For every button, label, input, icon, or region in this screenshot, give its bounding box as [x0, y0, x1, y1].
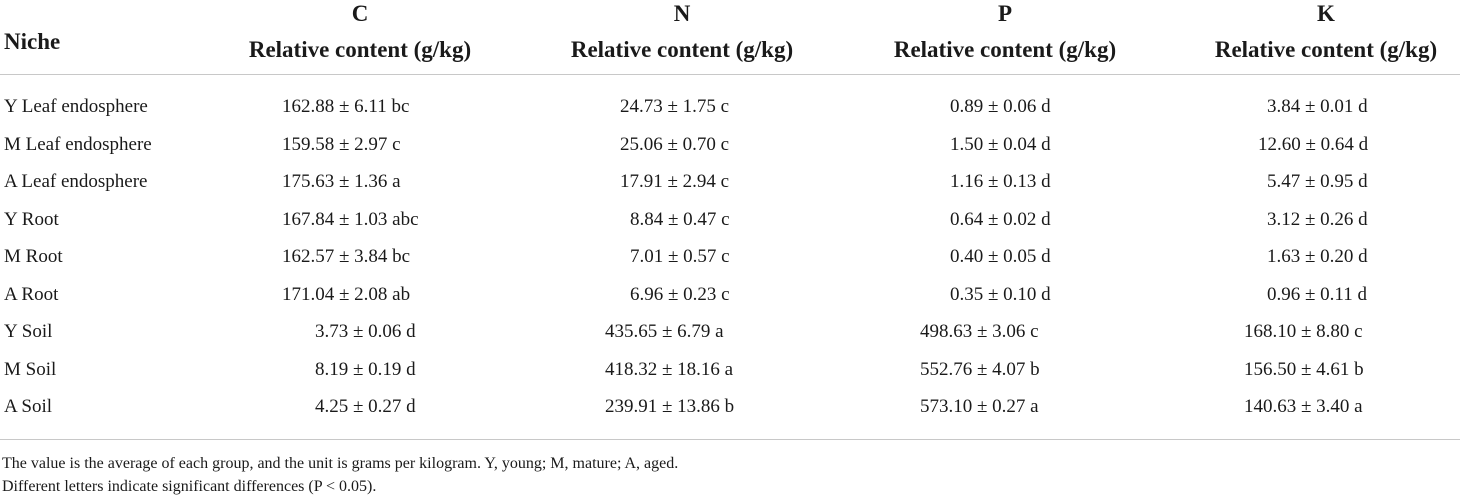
k-value-cell: 12.60 ± 0.64 d: [1258, 133, 1369, 155]
table-footnote: Different letters indicate significant d…: [2, 478, 377, 495]
c-value-cell: 162.88 ± 6.11 bc: [282, 96, 410, 117]
p-value-cell: 1.50 ± 0.04 d: [950, 133, 1051, 155]
n-header-letter: N: [673, 1, 691, 26]
niche-column-header: Niche: [4, 29, 61, 54]
k-value-cell: 156.50 ± 4.61 b: [1244, 358, 1364, 380]
niche-cell: M Root: [4, 246, 63, 267]
p-header-label: Relative content (g/kg): [893, 37, 1117, 62]
table-row: M Soil 8.19 ± 0.19 d 418.32 ± 18.16 a 55…: [0, 351, 1460, 389]
table-body: Y Leaf endosphere 162.88 ± 6.11 bc 24.73…: [0, 88, 1460, 426]
n-value-cell: 7.01 ± 0.57 c: [630, 246, 730, 267]
table-row: A Soil 4.25 ± 0.27 d 239.91 ± 13.86 b 57…: [0, 388, 1460, 426]
c-header-letter: C: [351, 1, 369, 26]
table-row: M Leaf endosphere 159.58 ± 2.97 c 25.06 …: [0, 126, 1460, 164]
niche-cell: M Soil: [4, 358, 57, 380]
niche-cell: A Leaf endosphere: [4, 171, 148, 192]
niche-cell: Y Root: [4, 208, 59, 230]
k-header-label: Relative content (g/kg): [1214, 37, 1438, 62]
p-column-header: P Relative content (g/kg): [873, 0, 1137, 68]
k-value-cell: 3.12 ± 0.26 d: [1267, 208, 1368, 230]
table-row: A Leaf endosphere 175.63 ± 1.36 a 17.91 …: [0, 163, 1460, 201]
table-row: Y Root 167.84 ± 1.03 abc 8.84 ± 0.47 c 0…: [0, 201, 1460, 239]
niche-cell: Y Leaf endosphere: [4, 96, 148, 117]
c-value-cell: 175.63 ± 1.36 a: [282, 171, 401, 192]
n-column-header: N Relative content (g/kg): [550, 0, 814, 68]
p-value-cell: 552.76 ± 4.07 b: [920, 358, 1040, 380]
p-value-cell: 1.16 ± 0.13 d: [950, 171, 1051, 192]
c-column-header: C Relative content (g/kg): [228, 0, 492, 68]
table-row: A Root 171.04 ± 2.08 ab 6.96 ± 0.23 c 0.…: [0, 276, 1460, 314]
table-row: M Root 162.57 ± 3.84 bc 7.01 ± 0.57 c 0.…: [0, 238, 1460, 276]
niche-cell: Y Soil: [4, 321, 53, 342]
table-header: Niche C Relative content (g/kg) N Relati…: [0, 0, 1460, 75]
n-value-cell: 6.96 ± 0.23 c: [630, 283, 730, 305]
c-value-cell: 171.04 ± 2.08 ab: [282, 283, 411, 305]
p-value-cell: 0.64 ± 0.02 d: [950, 208, 1051, 230]
p-value-cell: 498.63 ± 3.06 c: [920, 321, 1039, 342]
c-value-cell: 159.58 ± 2.97 c: [282, 133, 401, 155]
k-value-cell: 140.63 ± 3.40 a: [1244, 396, 1363, 417]
c-header-label: Relative content (g/kg): [248, 37, 472, 62]
k-value-cell: 0.96 ± 0.11 d: [1267, 283, 1367, 305]
n-value-cell: 17.91 ± 2.94 c: [620, 171, 730, 192]
c-value-cell: 8.19 ± 0.19 d: [315, 358, 416, 380]
p-value-cell: 0.35 ± 0.10 d: [950, 283, 1051, 305]
niche-cell: A Soil: [4, 396, 53, 417]
c-value-cell: 162.57 ± 3.84 bc: [282, 246, 411, 267]
c-value-cell: 3.73 ± 0.06 d: [315, 321, 416, 342]
n-value-cell: 239.91 ± 13.86 b: [605, 396, 735, 417]
p-value-cell: 0.89 ± 0.06 d: [950, 96, 1051, 117]
k-header-letter: K: [1317, 1, 1335, 26]
n-value-cell: 418.32 ± 18.16 a: [605, 358, 734, 380]
p-value-cell: 0.40 ± 0.05 d: [950, 246, 1051, 267]
c-value-cell: 167.84 ± 1.03 abc: [282, 208, 419, 230]
niche-cell: M Leaf endosphere: [4, 133, 152, 155]
c-value-cell: 4.25 ± 0.27 d: [315, 396, 416, 417]
n-header-label: Relative content (g/kg): [570, 37, 794, 62]
table-bottom-rule: [0, 439, 1460, 440]
k-column-header: K Relative content (g/kg): [1194, 0, 1458, 68]
k-value-cell: 1.63 ± 0.20 d: [1267, 246, 1368, 267]
p-value-cell: 573.10 ± 0.27 a: [920, 396, 1039, 417]
n-value-cell: 435.65 ± 6.79 a: [605, 321, 724, 342]
niche-cell: A Root: [4, 283, 59, 305]
table-row: Y Soil 3.73 ± 0.06 d 435.65 ± 6.79 a 498…: [0, 313, 1460, 351]
table-row: Y Leaf endosphere 162.88 ± 6.11 bc 24.73…: [0, 88, 1460, 126]
n-value-cell: 24.73 ± 1.75 c: [620, 96, 730, 117]
table-footnote: The value is the average of each group, …: [2, 455, 679, 472]
k-value-cell: 3.84 ± 0.01 d: [1267, 96, 1368, 117]
p-header-letter: P: [997, 1, 1013, 26]
n-value-cell: 25.06 ± 0.70 c: [620, 133, 730, 155]
n-value-cell: 8.84 ± 0.47 c: [630, 208, 730, 230]
k-value-cell: 168.10 ± 8.80 c: [1244, 321, 1363, 342]
k-value-cell: 5.47 ± 0.95 d: [1267, 171, 1368, 192]
